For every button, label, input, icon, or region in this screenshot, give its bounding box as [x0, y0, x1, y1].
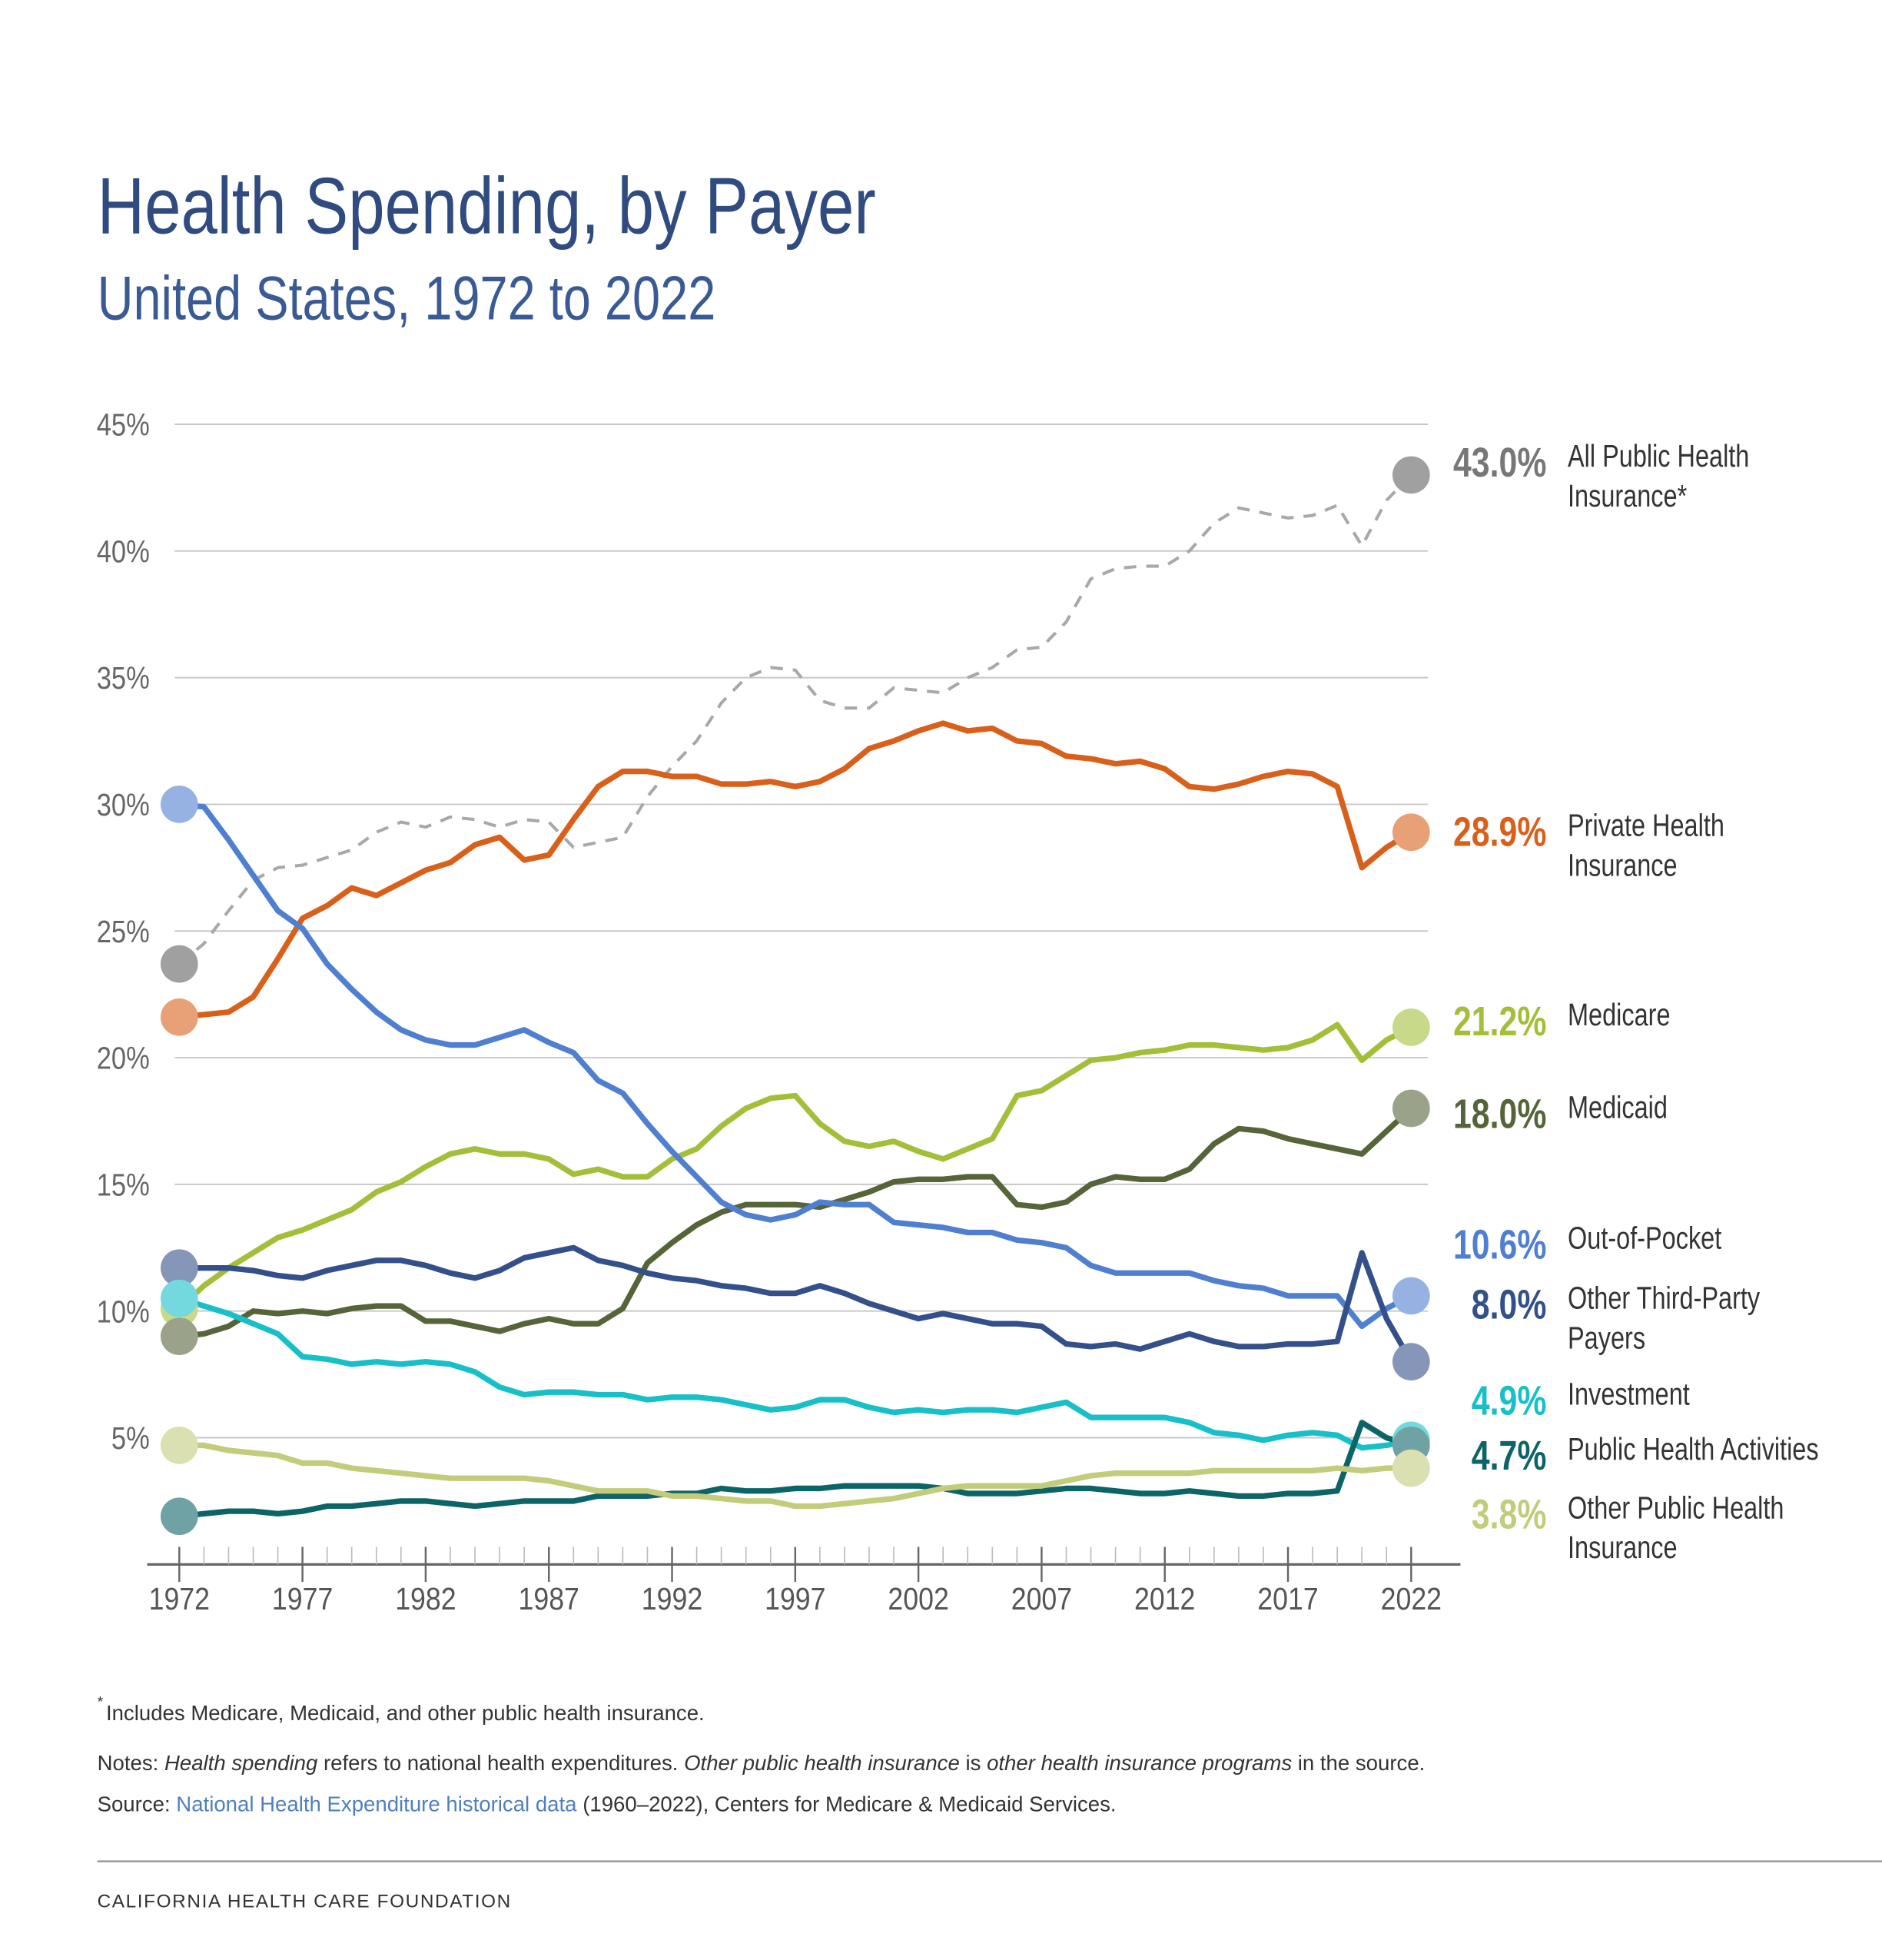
value-label: 4.7%	[1472, 1433, 1547, 1480]
y-tick-label: 20%	[97, 1041, 150, 1075]
series-line	[178, 1106, 1413, 1340]
series-name: Investment	[1568, 1377, 1690, 1413]
series-name: Other Third-Party Payers	[1568, 1281, 1761, 1357]
end-dot	[1392, 1449, 1430, 1487]
start-dot	[160, 1317, 198, 1356]
x-tick-label: 1977	[272, 1582, 333, 1617]
notes: Notes: Health spending refers to nationa…	[98, 1751, 1426, 1775]
series-name: Private Health Insurance	[1568, 808, 1724, 884]
series-name-box: Investment	[1568, 1377, 1690, 1413]
value-label: 10.6%	[1453, 1222, 1546, 1268]
notes-segment: is	[960, 1751, 987, 1775]
start-dot	[160, 1427, 198, 1464]
notes-segment: Health spending	[164, 1751, 318, 1775]
x-tick-label: 1992	[642, 1582, 702, 1617]
value-label: 21.2%	[1453, 999, 1546, 1045]
x-tick-label: 2012	[1134, 1582, 1195, 1617]
series-line	[178, 473, 1412, 965]
notes-segment: other health insurance programs	[987, 1751, 1292, 1775]
series-line	[178, 1420, 1412, 1520]
notes-segment: Notes:	[98, 1751, 164, 1775]
y-tick-label: 35%	[97, 661, 150, 696]
value-label: 28.9%	[1453, 809, 1546, 855]
notes-segment: Other public health insurance	[684, 1751, 960, 1775]
x-tick-label: 1972	[149, 1582, 210, 1617]
series-name: All Public Health Insurance*	[1568, 439, 1750, 514]
value-label: 43.0%	[1453, 440, 1546, 487]
end-dot	[1392, 813, 1430, 852]
source: Source: National Health Expenditure hist…	[98, 1792, 1117, 1816]
series-name-box: All Public Health Insurance*	[1568, 439, 1750, 514]
series-line	[177, 1022, 1412, 1311]
start-dot	[160, 945, 198, 983]
footer: CALIFORNIA HEALTH CARE FOUNDATION	[98, 1892, 512, 1912]
series-name-box: Other Public Health Insurance	[1568, 1490, 1784, 1566]
source-segment: (1960–2022), Centers for Medicare & Medi…	[577, 1792, 1117, 1816]
chart-subtitle: United States, 1972 to 2022	[98, 263, 716, 334]
value-label: 3.8%	[1472, 1492, 1547, 1538]
chart-title: Health Spending, by Payer	[98, 162, 876, 251]
x-tick-label: 2002	[888, 1582, 948, 1617]
source-segment: Source:	[98, 1792, 177, 1816]
series-line	[178, 720, 1413, 1020]
series-name: Other Public Health Insurance	[1568, 1490, 1784, 1566]
series-line	[178, 801, 1412, 1330]
start-dot	[160, 786, 198, 823]
series-name-box: Medicaid	[1568, 1090, 1668, 1126]
series-name-box: Private Health Insurance	[1568, 808, 1724, 884]
end-dot	[1392, 456, 1430, 494]
y-tick-label: 10%	[97, 1294, 150, 1329]
start-dot	[160, 1279, 198, 1317]
x-tick-label: 2017	[1257, 1582, 1318, 1617]
series-name-box: Medicare	[1568, 998, 1671, 1033]
value-label: 8.0%	[1472, 1282, 1547, 1328]
x-tick-label: 1987	[519, 1582, 579, 1617]
source-link[interactable]: National Health Expenditure historical d…	[176, 1792, 577, 1816]
x-tick-label: 2007	[1011, 1582, 1072, 1617]
notes-segment: in the source.	[1292, 1751, 1425, 1775]
series-name: Out-of-Pocket	[1568, 1221, 1722, 1257]
footnote-marker: *	[98, 1693, 104, 1710]
y-tick-label: 25%	[97, 914, 150, 948]
end-dot	[1392, 1008, 1430, 1046]
notes-segment: refers to national health expenditures.	[317, 1751, 684, 1775]
start-dot	[160, 998, 198, 1036]
y-tick-label: 30%	[97, 787, 150, 822]
series-line	[179, 1244, 1414, 1364]
series-name: Public Health Activities	[1568, 1432, 1819, 1467]
x-tick-label: 1997	[765, 1582, 825, 1617]
series-line	[178, 1295, 1412, 1451]
y-tick-label: 5%	[111, 1420, 150, 1455]
series-line	[179, 1442, 1412, 1510]
y-tick-label: 40%	[97, 534, 150, 569]
start-dot	[160, 1249, 198, 1287]
series-name-box: Out-of-Pocket	[1568, 1221, 1722, 1257]
series-name-box: Other Third-Party Payers	[1568, 1281, 1761, 1357]
y-tick-label: 15%	[97, 1168, 150, 1202]
end-dot	[1392, 1343, 1430, 1380]
x-tick-label: 1982	[395, 1582, 456, 1617]
x-tick-label: 2022	[1381, 1582, 1442, 1617]
value-label: 18.0%	[1453, 1091, 1546, 1138]
series-name-box: Public Health Activities	[1568, 1432, 1819, 1467]
y-tick-label: 45%	[97, 407, 150, 442]
series-name: Medicaid	[1568, 1090, 1668, 1126]
start-dot	[160, 1497, 198, 1536]
end-dot	[1392, 1277, 1430, 1315]
footnote: Includes Medicare, Medicaid, and other p…	[106, 1701, 705, 1725]
end-dot	[1392, 1089, 1430, 1128]
series-name: Medicare	[1568, 998, 1671, 1033]
value-label: 4.9%	[1472, 1378, 1547, 1424]
